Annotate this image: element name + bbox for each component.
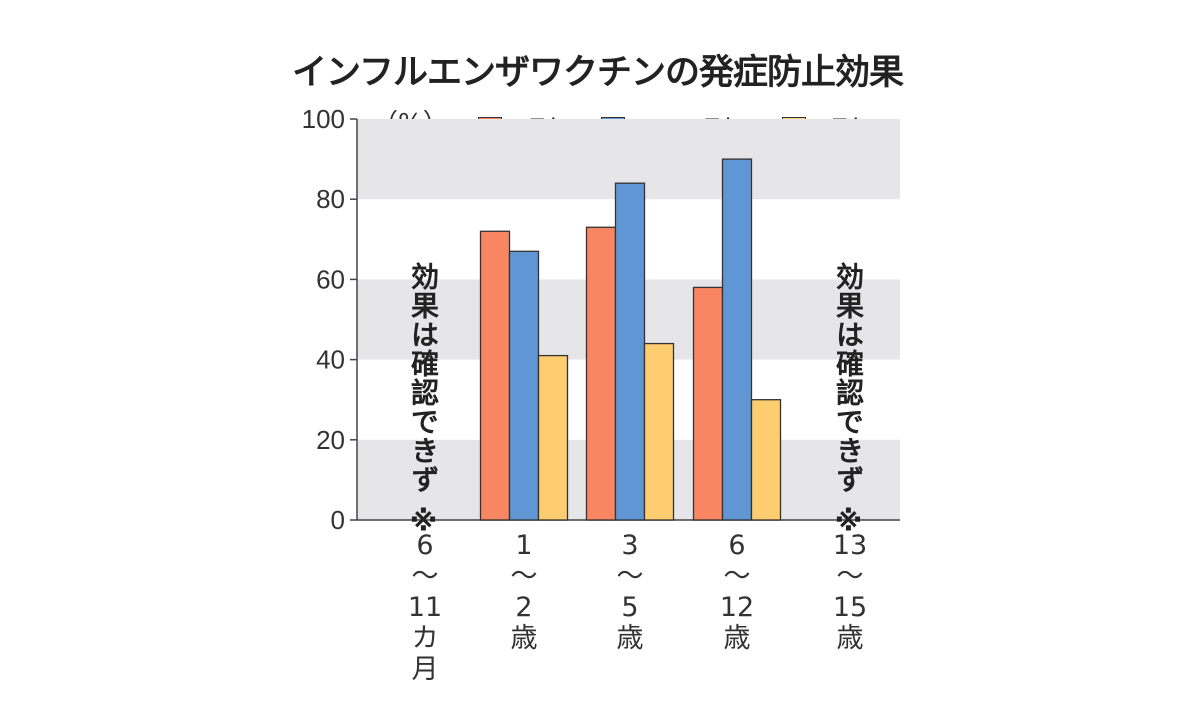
x-category-label-line: 〜 bbox=[411, 561, 439, 592]
x-category-label-line: 2 bbox=[515, 592, 533, 623]
x-category-label-line: 〜 bbox=[836, 561, 864, 592]
x-category-label-line: 歳 bbox=[616, 623, 644, 654]
x-category-label-line: 11 bbox=[407, 592, 443, 623]
y-tick-label: 20 bbox=[316, 425, 345, 455]
x-category-label-line: 歳 bbox=[723, 623, 751, 654]
y-tick-label: 0 bbox=[331, 505, 345, 535]
x-category-label-line: 1 bbox=[515, 530, 533, 561]
bar-B型-2 bbox=[643, 342, 675, 521]
x-category-label-line: 13 bbox=[832, 530, 868, 561]
x-category-label-line: 〜 bbox=[616, 561, 644, 592]
y-tick-label: 40 bbox=[316, 345, 345, 375]
y-tick-label: 60 bbox=[316, 264, 345, 294]
x-category-label: 6 〜 12 歳 bbox=[697, 530, 777, 654]
x-category-label-line: 6 bbox=[728, 530, 746, 561]
y-tick-label: 100 bbox=[302, 104, 345, 134]
chart-title: インフルエンザワクチンの発症防止効果 bbox=[292, 53, 904, 93]
x-category-label-line: 15 bbox=[832, 592, 868, 623]
bar-B型-3 bbox=[750, 399, 782, 521]
x-category-label-line: 3 bbox=[621, 530, 639, 561]
bar-H1N1型-3 bbox=[721, 158, 753, 521]
x-category-label-line: 5 bbox=[621, 592, 639, 623]
annotation-not-confirmed: 効果は確認できず ※ bbox=[832, 262, 865, 539]
x-category-label-line: 歳 bbox=[836, 623, 864, 654]
bar-A型-3 bbox=[692, 286, 724, 521]
x-category-label-line: 〜 bbox=[510, 561, 538, 592]
x-category-label-line: 12 bbox=[719, 592, 755, 623]
y-tick-label: 80 bbox=[316, 184, 345, 214]
x-category-label: 3 〜 5 歳 bbox=[590, 530, 670, 654]
bar-A型-2 bbox=[585, 226, 617, 521]
bar-A型-1 bbox=[479, 230, 511, 521]
bar-B型-1 bbox=[537, 354, 569, 521]
bar-H1N1型-2 bbox=[614, 182, 646, 521]
bar-H1N1型-1 bbox=[508, 250, 540, 521]
x-category-label-line: 月 bbox=[411, 654, 439, 685]
x-category-label: 6 〜 11 カ月 bbox=[385, 530, 465, 685]
x-category-label: 1 〜 2 歳 bbox=[484, 530, 564, 654]
x-category-label: 13 〜 15 歳 bbox=[810, 530, 890, 654]
x-category-label-line: 〜 bbox=[723, 561, 751, 592]
x-category-label-line: 6 bbox=[416, 530, 434, 561]
annotation-not-confirmed: 効果は確認できず ※ bbox=[407, 262, 440, 539]
x-category-label-line: カ bbox=[411, 623, 439, 654]
x-category-label-line: 歳 bbox=[510, 623, 538, 654]
